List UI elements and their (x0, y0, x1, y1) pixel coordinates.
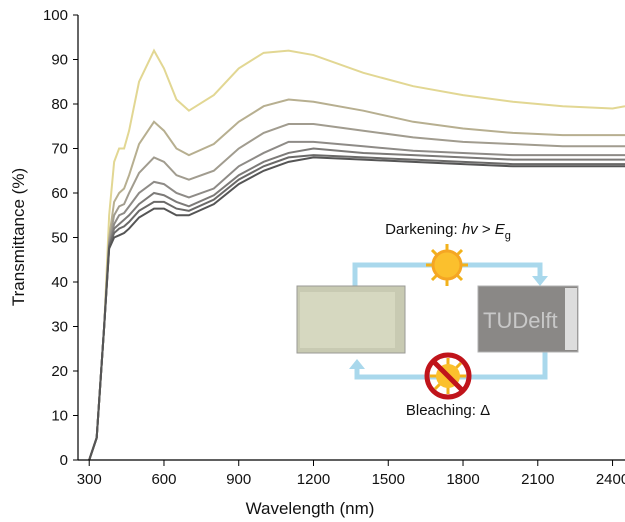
x-tick-label: 300 (77, 471, 102, 488)
inset: TUDelft Darkening: hv > Eg Bleaching: Δ (296, 221, 579, 419)
arrow-head (532, 276, 548, 286)
x-tick-label: 1800 (446, 471, 479, 488)
y-axis-label: Transmittance (%) (9, 168, 28, 306)
line (88, 98, 625, 461)
text: > (478, 221, 495, 238)
text: E (495, 221, 506, 238)
logo: TUDelft (483, 308, 558, 333)
arrow-head (349, 359, 365, 369)
x-tick-label: 1200 (297, 471, 330, 488)
y-tick-label: 80 (51, 96, 68, 113)
line (88, 154, 625, 461)
y-tick-label: 50 (51, 230, 68, 247)
x-tick-label: 600 (151, 471, 176, 488)
bleaching-label: Bleaching: Δ (406, 402, 490, 419)
y-tick-label: 100 (43, 7, 68, 24)
y-tick-label: 30 (51, 319, 68, 336)
sample-film (300, 292, 395, 348)
text: hv (462, 221, 479, 238)
x-tick-label: 900 (226, 471, 251, 488)
darkening-label: Darkening: hv > Eg (385, 221, 511, 242)
x-axis-label: Wavelength (nm) (246, 499, 375, 518)
x-tick-label: 2400 (596, 471, 625, 488)
sample-darkened (477, 285, 579, 353)
x-tick-label: 1500 (372, 471, 405, 488)
y-tick-label: 40 (51, 274, 68, 291)
y-tick-label: 0 (60, 452, 68, 469)
y-tick-label: 60 (51, 185, 68, 202)
sun (426, 244, 468, 286)
text: Darkening: (385, 221, 462, 238)
x-tick-label: 2100 (521, 471, 554, 488)
line (88, 48, 625, 461)
y-tick-label: 20 (51, 363, 68, 380)
y-tick-label: 10 (51, 408, 68, 425)
text: g (505, 230, 511, 242)
line (88, 140, 625, 461)
sun-blocked (424, 352, 472, 400)
line (88, 156, 625, 461)
line (88, 147, 625, 461)
y-tick-label: 70 (51, 141, 68, 158)
y-tick-label: 90 (51, 52, 68, 69)
sample-edge (565, 288, 577, 350)
line (88, 123, 625, 461)
